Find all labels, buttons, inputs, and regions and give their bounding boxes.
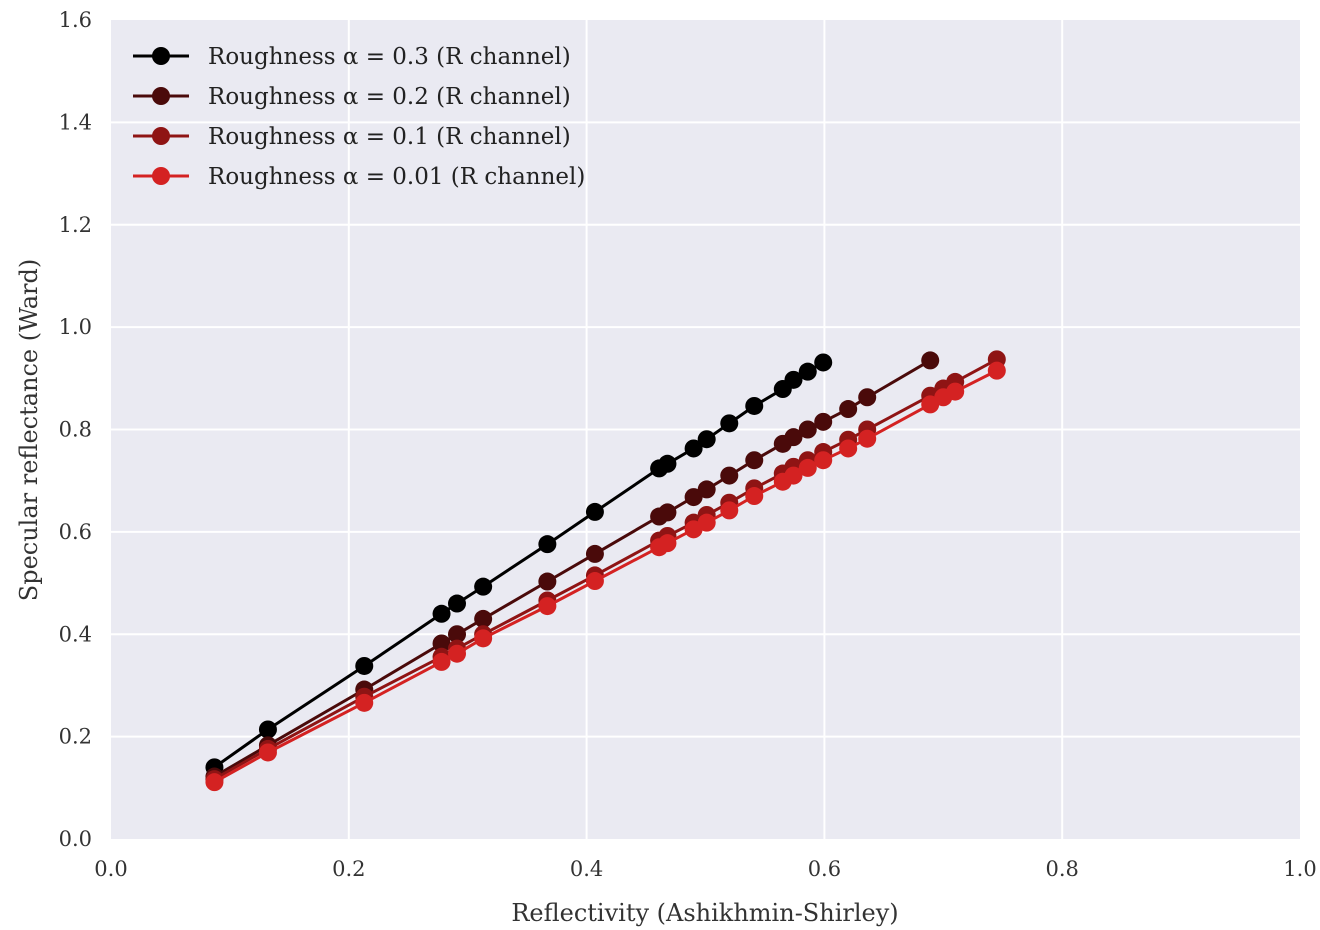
y-tick-label: 1.0 — [59, 315, 92, 339]
y-tick-label: 0.8 — [59, 418, 92, 442]
data-point — [839, 439, 858, 458]
data-point — [697, 480, 716, 499]
legend-label: Roughness α = 0.1 (R channel) — [208, 124, 571, 150]
data-point — [784, 370, 803, 389]
data-point — [814, 451, 833, 470]
x-axis-ticks: 0.0 0.2 0.4 0.6 0.8 1.0 — [94, 857, 1316, 881]
data-point — [432, 634, 451, 653]
data-point — [720, 466, 739, 485]
data-point — [538, 535, 557, 554]
x-tick-label: 1.0 — [1283, 857, 1316, 881]
data-point — [798, 458, 817, 477]
y-tick-label: 1.2 — [59, 213, 92, 237]
x-tick-label: 0.2 — [332, 857, 365, 881]
data-point — [784, 466, 803, 485]
legend-label: Roughness α = 0.01 (R channel) — [208, 164, 585, 190]
data-point — [987, 361, 1006, 380]
data-point — [258, 720, 277, 739]
data-point — [658, 534, 677, 553]
data-point — [585, 572, 604, 591]
data-point — [858, 388, 877, 407]
data-point — [658, 454, 677, 473]
data-point — [839, 400, 858, 419]
y-tick-label: 0.4 — [59, 622, 92, 646]
x-tick-label: 0.8 — [1045, 857, 1078, 881]
data-point — [432, 652, 451, 671]
legend-marker — [152, 167, 170, 185]
x-axis-label: Reflectivity (Ashikhmin-Shirley) — [511, 899, 898, 927]
data-point — [946, 382, 965, 401]
data-point — [798, 362, 817, 381]
data-point — [684, 439, 703, 458]
data-point — [258, 743, 277, 762]
data-point — [538, 597, 557, 616]
data-point — [814, 353, 833, 372]
series-1 — [205, 353, 833, 777]
x-tick-label: 0.6 — [808, 857, 841, 881]
data-point — [447, 625, 466, 644]
data-point — [814, 412, 833, 431]
data-point — [697, 513, 716, 532]
data-point — [585, 502, 604, 521]
legend-item: Roughness α = 0.3 (R channel) — [133, 44, 571, 70]
data-point — [447, 644, 466, 663]
data-point — [858, 429, 877, 448]
legend-marker — [152, 87, 170, 105]
data-point — [745, 451, 764, 470]
data-point — [447, 594, 466, 613]
series-layer — [205, 350, 1006, 792]
data-point — [585, 544, 604, 563]
data-point — [538, 572, 557, 591]
data-point — [921, 351, 940, 370]
x-tick-label: 0.4 — [570, 857, 603, 881]
data-point — [205, 773, 224, 792]
legend-item: Roughness α = 0.01 (R channel) — [133, 164, 585, 190]
data-point — [720, 501, 739, 520]
data-point — [355, 693, 374, 712]
legend: Roughness α = 0.3 (R channel) Roughness α… — [133, 44, 585, 190]
legend-item: Roughness α = 0.1 (R channel) — [133, 124, 571, 150]
y-tick-label: 1.4 — [59, 110, 92, 134]
data-point — [784, 428, 803, 447]
data-point — [658, 503, 677, 522]
y-tick-label: 0.6 — [59, 520, 92, 544]
data-point — [798, 420, 817, 439]
legend-marker — [152, 127, 170, 145]
y-tick-label: 0.2 — [59, 725, 92, 749]
data-point — [745, 487, 764, 506]
data-point — [745, 396, 764, 415]
data-point — [432, 604, 451, 623]
legend-label: Roughness α = 0.3 (R channel) — [208, 44, 571, 70]
y-axis-label: Specular reflectance (Ward) — [15, 259, 43, 601]
data-point — [474, 577, 493, 596]
y-tick-label: 0.0 — [59, 827, 92, 851]
data-point — [474, 629, 493, 648]
x-tick-label: 0.0 — [94, 857, 127, 881]
data-point — [355, 656, 374, 675]
data-point — [720, 414, 739, 433]
legend-marker — [152, 47, 170, 65]
legend-label: Roughness α = 0.2 (R channel) — [208, 84, 571, 110]
data-point — [684, 488, 703, 507]
y-tick-label: 1.6 — [59, 8, 92, 32]
data-point — [474, 609, 493, 628]
series-4 — [205, 361, 1006, 792]
y-axis-ticks: 0.0 0.2 0.4 0.6 0.8 1.0 1.2 1.4 1.6 — [59, 8, 92, 851]
data-point — [697, 430, 716, 449]
legend-item: Roughness α = 0.2 (R channel) — [133, 84, 571, 110]
